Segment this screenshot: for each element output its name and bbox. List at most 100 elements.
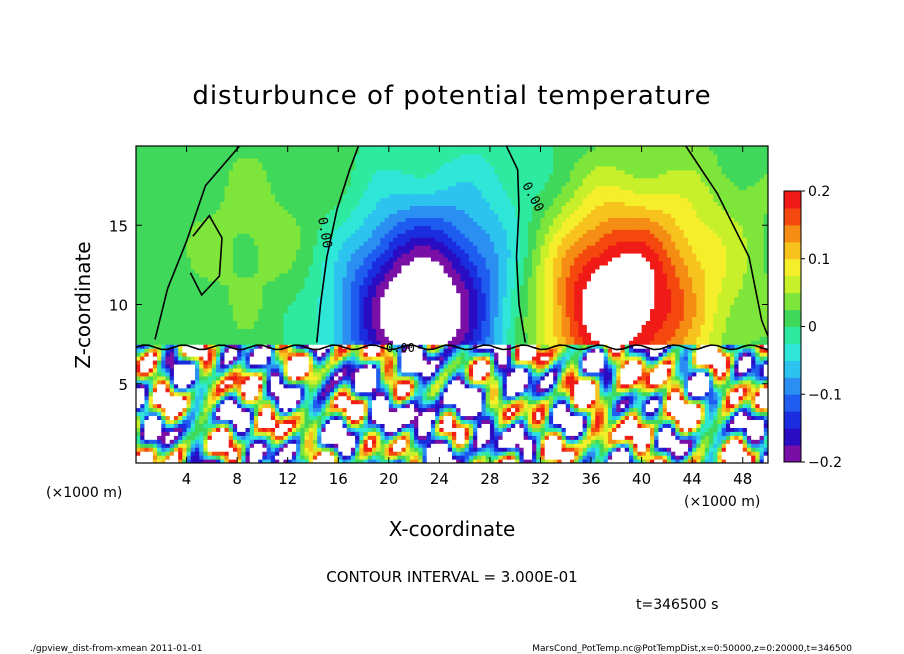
field-cell [650, 399, 655, 405]
field-cell [763, 356, 768, 361]
field-cell [641, 332, 647, 337]
field-cell [262, 407, 268, 413]
field-cell [696, 356, 702, 361]
field-cell [633, 455, 638, 460]
field-cell [553, 340, 558, 345]
field-cell [506, 340, 512, 345]
field-cell [725, 431, 731, 436]
field-cell [329, 359, 335, 365]
field-cell [494, 352, 499, 357]
field-cell [456, 431, 462, 436]
field-cell [253, 332, 259, 337]
field-cell [418, 356, 424, 361]
field-cell [494, 336, 499, 341]
field-cell [603, 423, 609, 428]
field-cell [477, 352, 483, 357]
field-cell [346, 455, 352, 460]
field-cell [447, 399, 453, 405]
field-cell [182, 427, 188, 432]
field-cell [140, 435, 146, 440]
field-cell [683, 447, 689, 452]
field-cell [376, 435, 381, 440]
field-cell [620, 371, 626, 377]
field-cell [709, 332, 714, 337]
field-cell [203, 328, 209, 333]
field-cell [409, 399, 415, 405]
field-cell [481, 439, 487, 444]
field-cell [607, 439, 613, 444]
field-cell [456, 391, 462, 397]
field-cell [237, 332, 242, 337]
field-cell [447, 407, 453, 413]
field-cell [700, 363, 706, 369]
field-cell [489, 340, 495, 345]
field-cell [506, 332, 512, 337]
field-cell [186, 391, 192, 397]
field-cell [439, 356, 445, 361]
field-cell [548, 336, 554, 341]
field-cell [658, 395, 664, 401]
field-cell [405, 379, 411, 385]
field-cell [717, 356, 723, 361]
field-cell [426, 419, 432, 424]
field-cell [363, 371, 369, 377]
field-cell [237, 399, 242, 405]
field-cell [591, 363, 596, 369]
field-cell [633, 419, 638, 424]
field-cell [140, 403, 146, 409]
field-cell [599, 352, 605, 357]
field-cell [384, 455, 390, 460]
field-cell [296, 356, 301, 361]
field-cell [548, 435, 554, 440]
field-cell [725, 359, 731, 365]
field-cell [409, 352, 415, 357]
field-cell [544, 415, 550, 421]
field-cell [612, 415, 617, 421]
field-cell [704, 363, 710, 369]
field-cell [350, 447, 356, 452]
field-cell [687, 435, 693, 440]
field-cell [414, 348, 419, 353]
field-cell [515, 387, 521, 393]
field-cell [144, 399, 150, 405]
field-cell [199, 359, 205, 365]
field-cell [152, 340, 158, 345]
field-cell [591, 451, 596, 456]
field-cell [557, 407, 563, 413]
field-cell [473, 439, 478, 444]
field-cell [207, 459, 213, 463]
field-cell [253, 451, 259, 456]
field-cell [232, 411, 238, 417]
field-cell [464, 451, 470, 456]
field-cell [721, 367, 727, 373]
field-cell [279, 336, 285, 341]
field-cell [519, 455, 525, 460]
field-cell [599, 356, 605, 361]
field-cell [157, 411, 162, 417]
field-cell [228, 336, 234, 341]
field-cell [717, 431, 723, 436]
field-cell [182, 435, 188, 440]
field-cell [190, 359, 196, 365]
field-cell [190, 352, 196, 357]
field-cell [683, 387, 689, 393]
field-cell [759, 363, 765, 369]
field-cell [645, 431, 651, 436]
field-cell [612, 431, 617, 436]
field-cell [565, 383, 571, 389]
field-cell [456, 367, 462, 373]
field-cell [262, 431, 268, 436]
field-cell [460, 403, 466, 409]
field-cell [734, 352, 740, 357]
field-cell [414, 375, 419, 381]
field-cell [194, 427, 200, 432]
field-cell [249, 391, 255, 397]
field-cell [738, 340, 744, 345]
field-cell [751, 431, 756, 436]
field-cell [582, 391, 588, 397]
field-cell [633, 407, 638, 413]
field-cell [380, 379, 386, 385]
field-cell [489, 399, 495, 405]
field-cell [696, 399, 702, 405]
field-cell [329, 340, 335, 345]
